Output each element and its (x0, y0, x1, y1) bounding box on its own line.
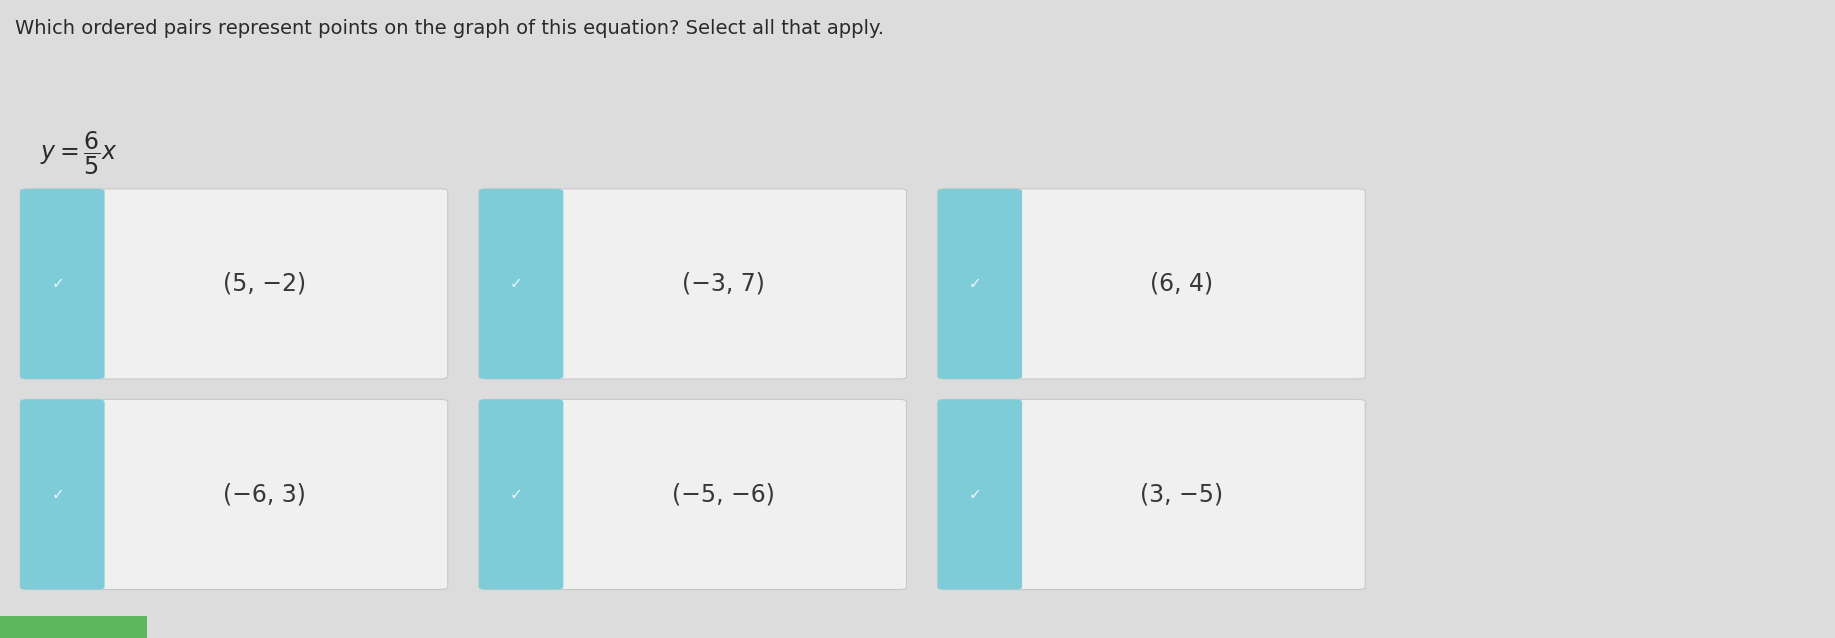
Text: ✓: ✓ (969, 276, 982, 292)
Bar (945, 191, 1006, 376)
Bar (486, 191, 547, 376)
FancyBboxPatch shape (479, 189, 906, 379)
Text: ✓: ✓ (51, 487, 64, 502)
FancyBboxPatch shape (479, 399, 906, 590)
Text: (3, −5): (3, −5) (1140, 482, 1224, 507)
Text: (−5, −6): (−5, −6) (672, 482, 774, 507)
Bar (945, 402, 1006, 587)
Text: ✓: ✓ (510, 487, 523, 502)
FancyBboxPatch shape (938, 189, 1365, 379)
Text: ✓: ✓ (510, 276, 523, 292)
FancyBboxPatch shape (938, 189, 1022, 379)
Bar (0, 616, 147, 638)
Text: (−3, 7): (−3, 7) (681, 272, 765, 296)
Text: $y = \dfrac{6}{5}x$: $y = \dfrac{6}{5}x$ (40, 130, 117, 177)
Text: (−6, 3): (−6, 3) (222, 482, 306, 507)
FancyBboxPatch shape (20, 399, 105, 590)
Bar (28, 191, 88, 376)
Bar (486, 402, 547, 587)
Bar (28, 402, 88, 587)
Text: (6, 4): (6, 4) (1151, 272, 1213, 296)
FancyBboxPatch shape (479, 399, 563, 590)
FancyBboxPatch shape (20, 189, 448, 379)
Text: ✓: ✓ (51, 276, 64, 292)
FancyBboxPatch shape (938, 399, 1022, 590)
FancyBboxPatch shape (938, 399, 1365, 590)
FancyBboxPatch shape (20, 189, 105, 379)
Text: ✓: ✓ (969, 487, 982, 502)
FancyBboxPatch shape (20, 399, 448, 590)
FancyBboxPatch shape (479, 189, 563, 379)
Text: (5, −2): (5, −2) (222, 272, 306, 296)
Text: Which ordered pairs represent points on the graph of this equation? Select all t: Which ordered pairs represent points on … (15, 19, 884, 38)
